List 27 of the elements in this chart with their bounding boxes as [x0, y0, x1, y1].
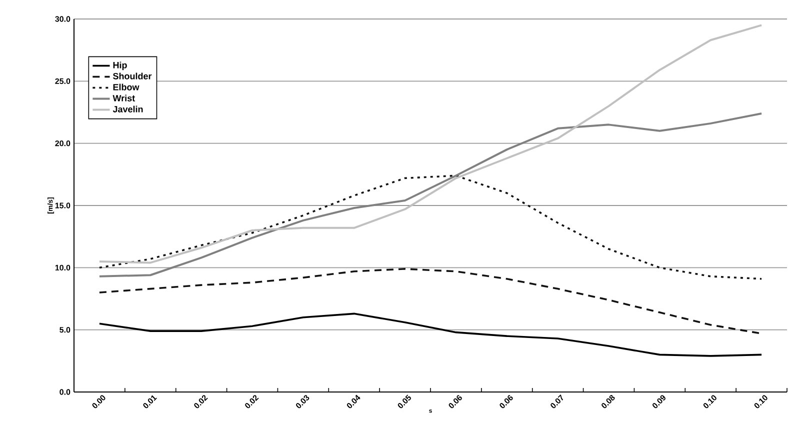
- y-tick-label: 0.0: [60, 389, 70, 395]
- legend-label: Javelin: [112, 106, 143, 112]
- x-tick-label: 0.10: [703, 395, 716, 408]
- legend-label: Wrist: [112, 94, 135, 102]
- x-tick-label: 0.03: [296, 395, 310, 408]
- x-tick-label: 0.10: [754, 395, 768, 408]
- x-tick-label: 0.08: [602, 395, 615, 408]
- y-tick-label: 20.0: [55, 140, 70, 146]
- line-series: [98, 112, 763, 278]
- x-tick-label: 0.02: [245, 395, 259, 408]
- x-tick-label: 0.00: [92, 395, 106, 408]
- x-tick-label: 0.06: [448, 395, 462, 408]
- legend-label: Hip: [113, 62, 127, 70]
- line-series: [98, 24, 763, 264]
- y-tick-label: 10.0: [55, 264, 70, 270]
- y-tick-label: 30.0: [55, 16, 70, 22]
- x-tick-label: 0.01: [143, 395, 158, 408]
- x-tick-label: 0.02: [194, 395, 208, 408]
- line-series: [98, 312, 762, 357]
- y-tick-label: 5.0: [60, 327, 70, 333]
- y-tick-label: 15.0: [55, 202, 70, 208]
- x-tick-label: 0.06: [500, 395, 513, 408]
- line-series: [98, 174, 762, 280]
- legend-label: Elbow: [113, 84, 140, 90]
- x-tick-label: 0.09: [652, 395, 666, 408]
- y-tick-label: 25.0: [55, 78, 70, 84]
- legend-label: Shoulder: [113, 72, 152, 80]
